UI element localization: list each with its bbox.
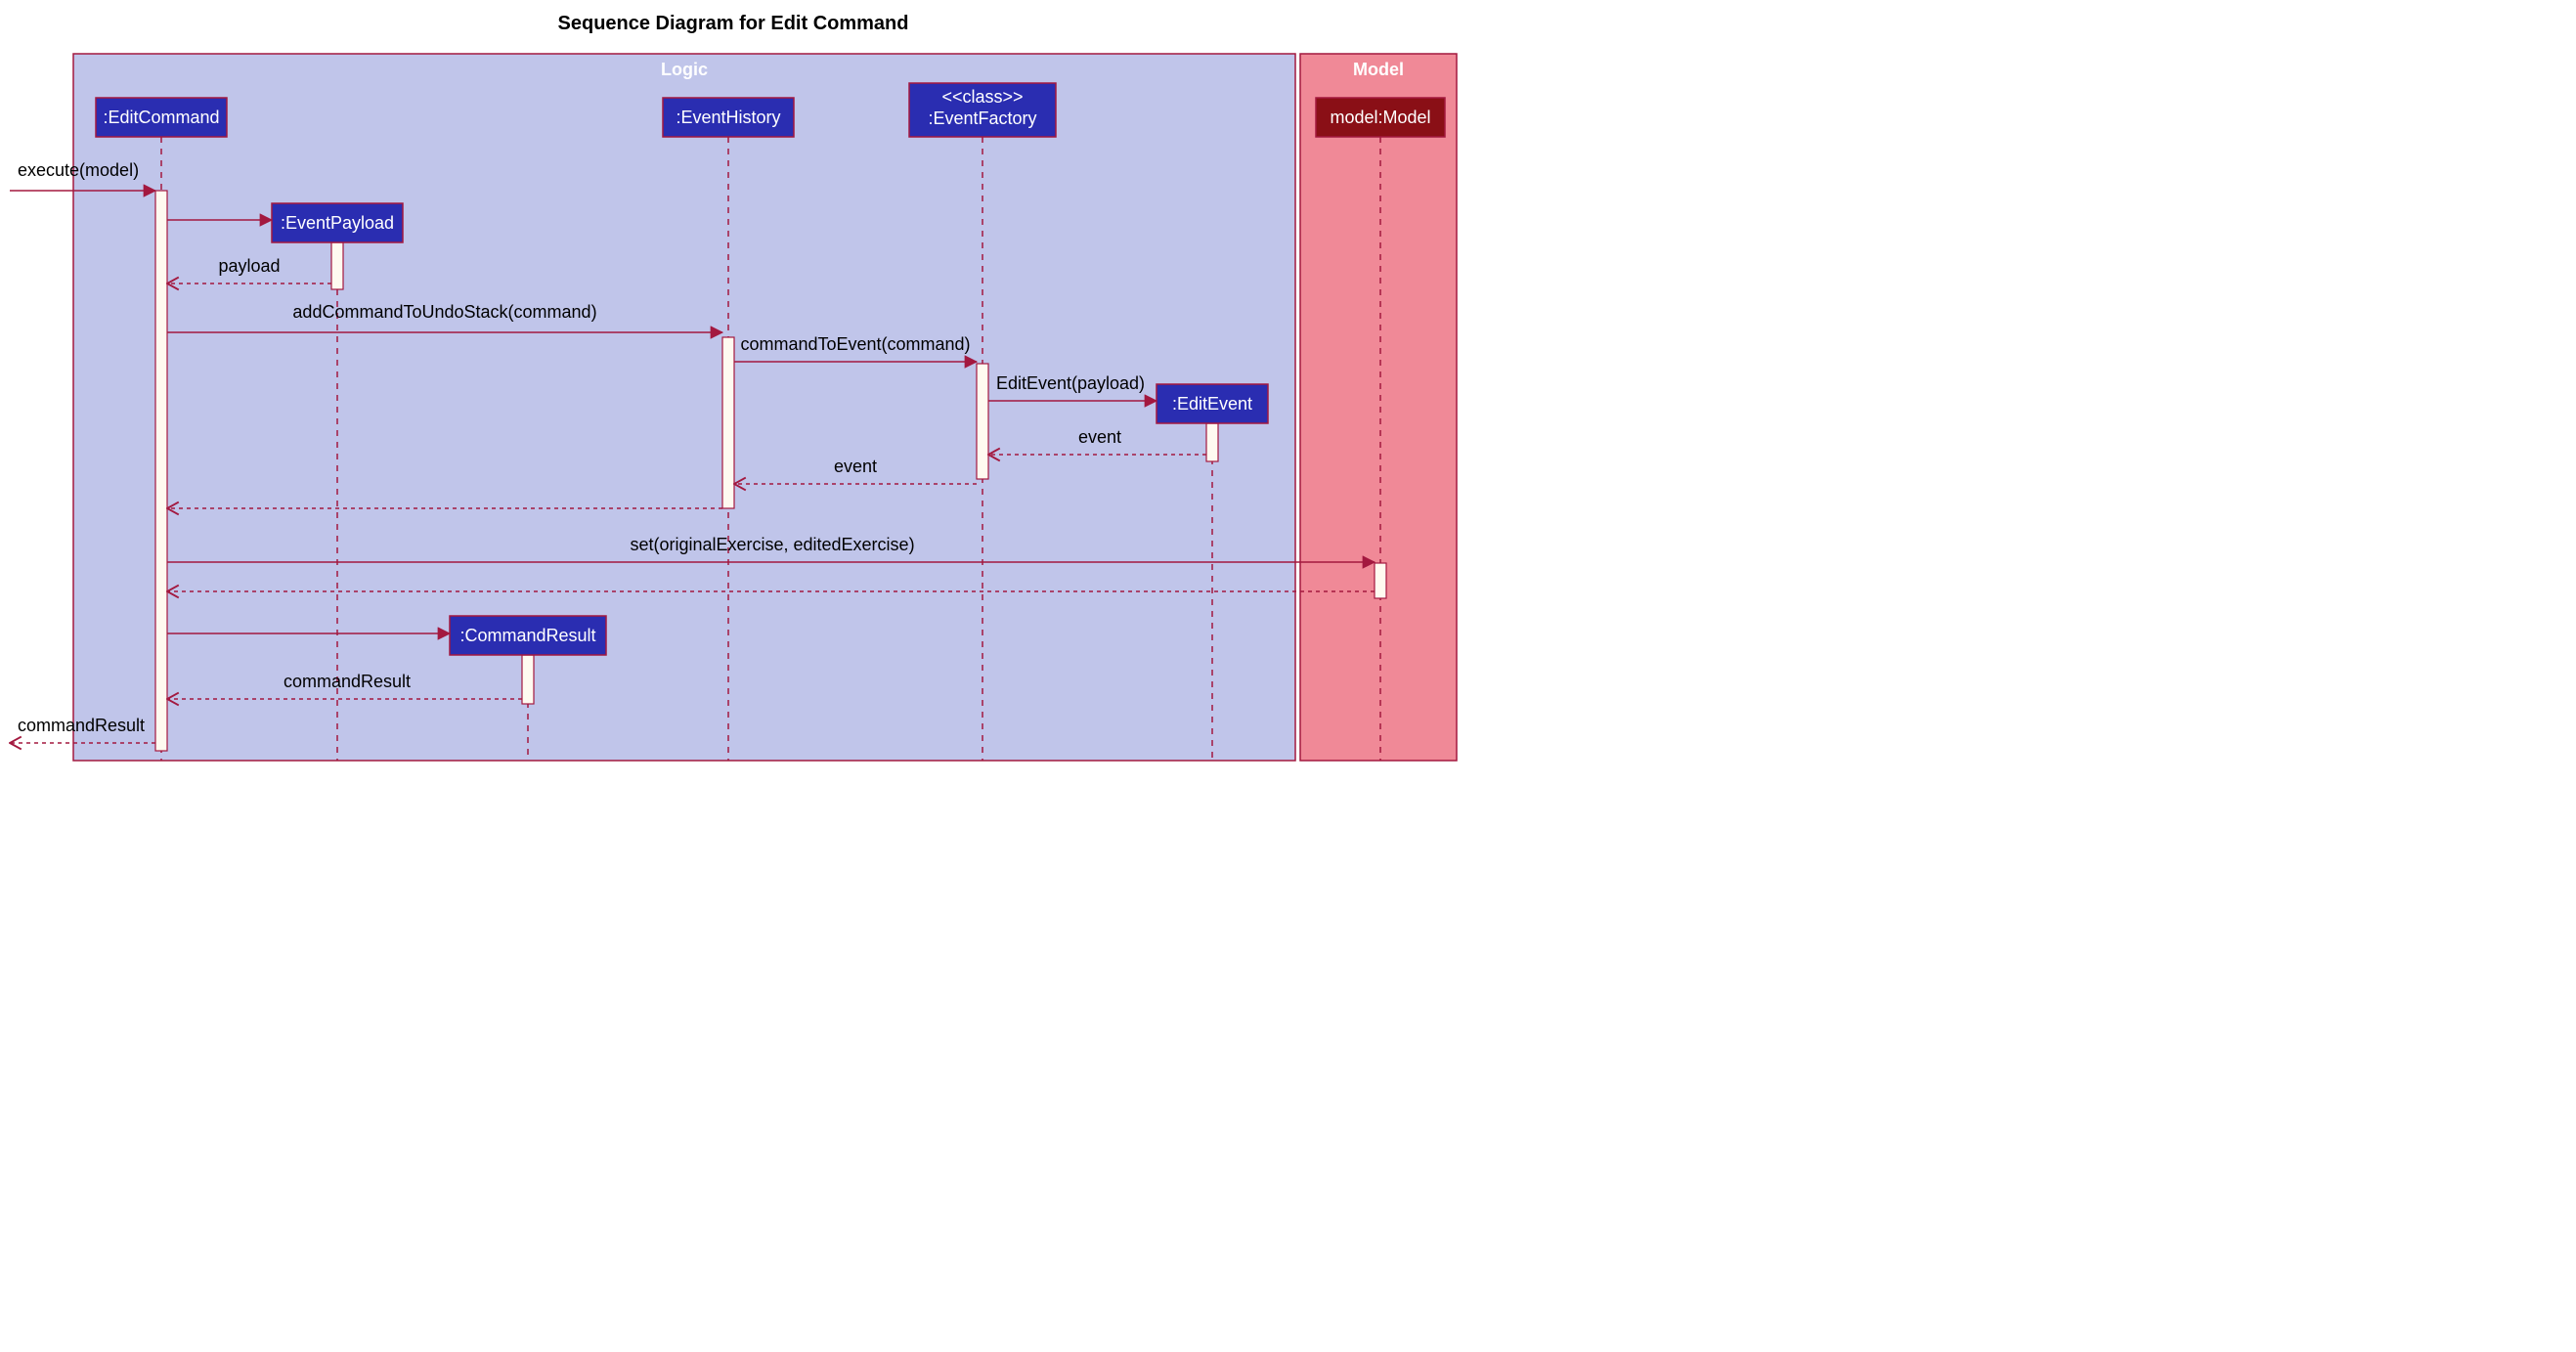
lifeline-label-editCommand: :EditCommand bbox=[103, 108, 219, 127]
lifeline-label-editEvent: :EditEvent bbox=[1172, 394, 1252, 414]
diagram-title: Sequence Diagram for Edit Command bbox=[558, 13, 909, 34]
message-label-m_addUndo: addCommandToUndoStack(command) bbox=[292, 302, 596, 322]
lifeline-label-eventHistory: :EventHistory bbox=[676, 108, 780, 127]
message-label-m_execute: execute(model) bbox=[18, 160, 139, 180]
message-label-m_eventRet2: event bbox=[834, 457, 877, 476]
frame-logic: Logic bbox=[73, 54, 1295, 761]
message-label-m_editEvent: EditEvent(payload) bbox=[996, 373, 1145, 393]
lifeline-label-model: model:Model bbox=[1330, 108, 1430, 127]
activation-eventHistory_a bbox=[722, 337, 734, 508]
message-label-m_finalRet: commandResult bbox=[18, 716, 145, 735]
message-label-m_cmdToEvent: commandToEvent(command) bbox=[740, 334, 970, 354]
activation-commandResult_a bbox=[522, 655, 534, 704]
activation-editCommand_main bbox=[155, 191, 167, 751]
svg-text:Model: Model bbox=[1353, 60, 1404, 79]
lifeline-label-commandResult: :CommandResult bbox=[459, 626, 595, 645]
activation-eventPayload_a bbox=[331, 242, 343, 289]
activation-editEvent_a bbox=[1206, 423, 1218, 461]
message-label-m_eventRet1: event bbox=[1078, 427, 1121, 447]
sequence-diagram: Sequence Diagram for Edit Command Logic … bbox=[0, 0, 1466, 768]
lifeline-stereotype-eventFactory: <<class>> bbox=[941, 87, 1023, 107]
frame-model: Model bbox=[1300, 54, 1457, 761]
activation-model_a bbox=[1375, 563, 1386, 598]
lifeline-label-eventFactory: :EventFactory bbox=[928, 109, 1036, 128]
svg-text:Logic: Logic bbox=[661, 60, 708, 79]
lifeline-label-eventPayload: :EventPayload bbox=[281, 213, 394, 233]
activation-eventFactory_a bbox=[977, 364, 988, 479]
message-label-m_cmdResRet: commandResult bbox=[284, 672, 411, 691]
message-label-m_payload: payload bbox=[218, 256, 280, 276]
message-label-m_set: set(originalExercise, editedExercise) bbox=[630, 535, 914, 554]
